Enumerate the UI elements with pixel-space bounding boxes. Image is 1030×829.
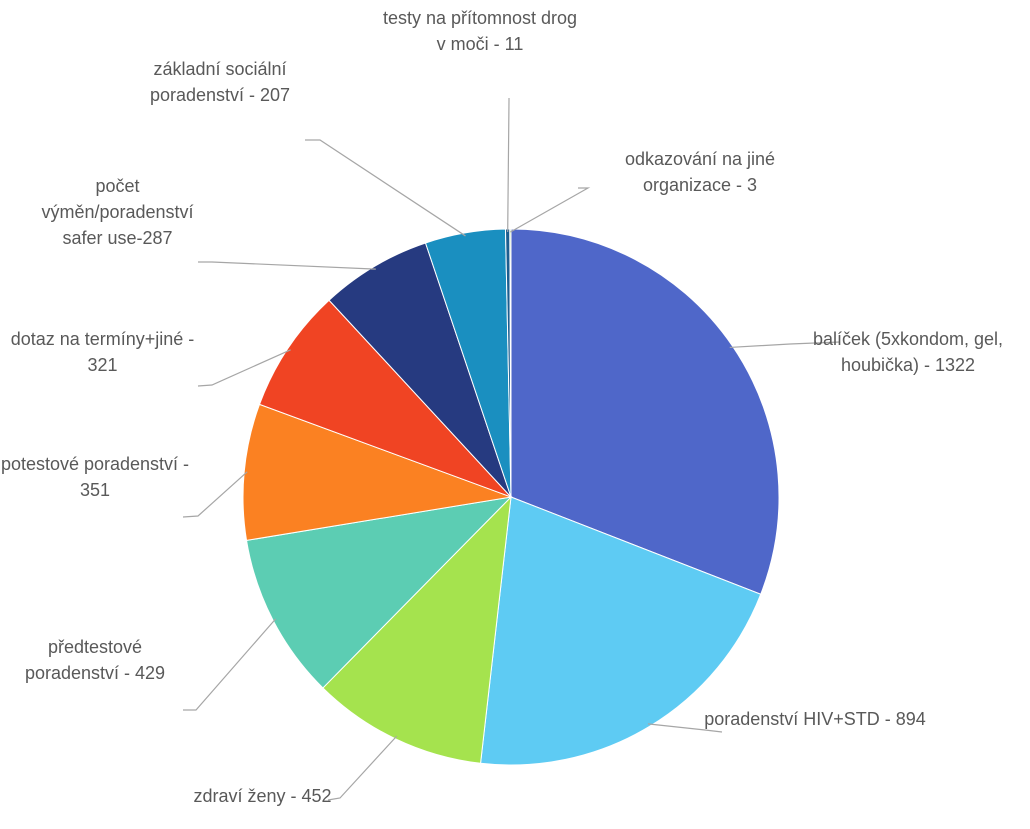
slice-label: poradenství HIV+STD - 894	[704, 709, 926, 729]
leader-line	[305, 139, 466, 237]
slice-label: odkazování na jiné organizace - 3	[624, 149, 776, 195]
slice-label: základní sociální poradenství - 207	[149, 59, 291, 105]
pie-slice	[509, 228, 512, 498]
leader-line	[510, 187, 591, 233]
pie-slice	[245, 496, 513, 689]
slice-label: dotaz na termíny+jiné - 321	[10, 329, 195, 375]
slice-label: předtestové poradenství - 429	[24, 637, 166, 683]
leader-line	[327, 735, 398, 801]
leader-line	[183, 618, 277, 711]
pie-slice	[258, 299, 512, 498]
slice-label: balíček (5xkondom, gel, houbička) - 1322	[812, 329, 1004, 375]
slice-label: počet výměn/poradenství safer use-287	[41, 176, 194, 248]
leader-line	[197, 349, 291, 387]
leader-line	[198, 261, 376, 270]
leader-line	[507, 98, 510, 233]
leader-line	[729, 341, 841, 349]
slice-label: potestové poradenství - 351	[0, 454, 190, 500]
pie-slice	[328, 242, 512, 498]
pie-slice	[510, 228, 780, 595]
slice-label: testy na přítomnost drog v moči - 11	[382, 8, 578, 54]
pie-slice	[479, 496, 762, 766]
leader-line	[182, 471, 248, 518]
leader-line	[647, 723, 723, 733]
pie-slice	[242, 403, 513, 541]
pie-slice	[322, 495, 512, 764]
slice-label: zdraví ženy - 452	[193, 786, 332, 806]
